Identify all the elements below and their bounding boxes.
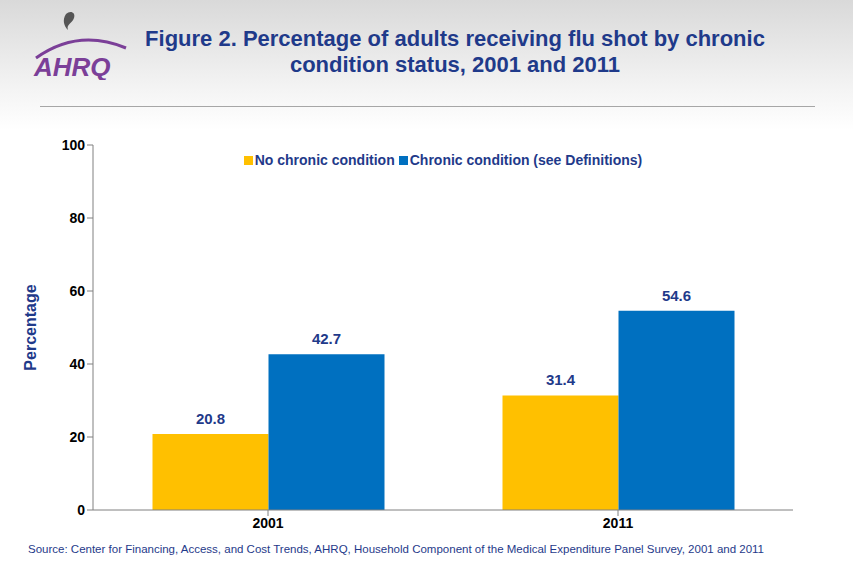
svg-text:60: 60 <box>69 283 85 299</box>
svg-text:20.8: 20.8 <box>196 410 225 427</box>
svg-text:2001: 2001 <box>252 515 283 531</box>
svg-text:0: 0 <box>77 502 85 518</box>
svg-text:AHRQ: AHRQ <box>33 52 111 80</box>
svg-text:100: 100 <box>62 137 86 153</box>
svg-text:40: 40 <box>69 356 85 372</box>
svg-text:Percentage: Percentage <box>22 284 39 370</box>
svg-text:31.4: 31.4 <box>546 371 576 388</box>
svg-text:54.6: 54.6 <box>662 287 691 304</box>
svg-text:42.7: 42.7 <box>312 330 341 347</box>
html-text:Source: Center for Financing,: Source: Center for Financing, Access, an… <box>28 543 764 555</box>
html-text:Figure 2. Percentage of adults: Figure 2. Percentage of adults receiving… <box>145 26 765 77</box>
svg-text:20: 20 <box>69 429 85 445</box>
html-text:Chronic condition (see Definit: Chronic condition (see Definitions) <box>409 152 643 168</box>
html-text:No chronic condition: No chronic condition <box>254 152 395 168</box>
svg-text:2011: 2011 <box>603 515 634 531</box>
svg-text:80: 80 <box>69 210 85 226</box>
